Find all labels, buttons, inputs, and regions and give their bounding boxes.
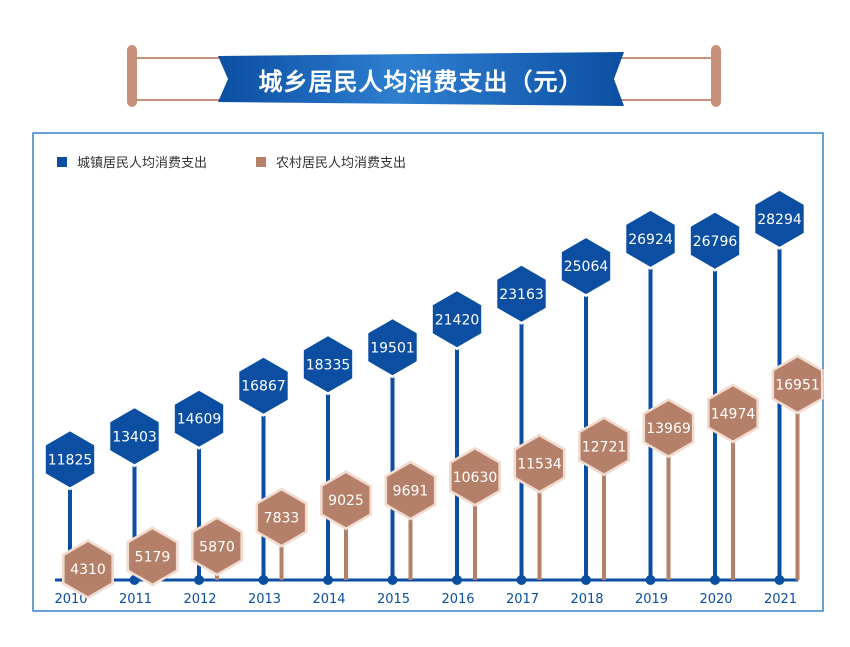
- x-tick-label: 2013: [248, 592, 281, 607]
- rural-value-label: 9691: [393, 484, 429, 500]
- axis-layer: 2010 2011 2012 2013 2014 2015 2016 2017 2018 2019…: [54, 575, 798, 607]
- rural-value-label: 11534: [517, 457, 562, 473]
- legend-label-rural: 农村居民人均消费支出: [276, 156, 407, 171]
- rural-value-label: 9025: [328, 493, 364, 509]
- rural-value-label: 5179: [135, 549, 171, 565]
- urban-hex-marker: [45, 431, 95, 488]
- x-tick-label: 2017: [506, 592, 539, 607]
- x-tick-label: 2016: [441, 592, 474, 607]
- legend-item-urban: 城镇居民人均消费支出: [57, 152, 207, 171]
- urban-hex-marker: [561, 238, 611, 295]
- urban-value-label: 23163: [499, 287, 544, 303]
- urban-value-label: 26796: [693, 234, 738, 250]
- rural-hex-marker: [322, 473, 370, 528]
- rural-value-label: 13969: [646, 421, 691, 437]
- urban-value-label: 19501: [370, 340, 415, 356]
- rural-hex-marker: [451, 449, 499, 504]
- rural-hex-marker: [580, 419, 628, 474]
- x-tick-label: 2020: [699, 592, 732, 607]
- rural-value-label: 10630: [453, 470, 498, 486]
- urban-value-label: 16867: [241, 379, 286, 395]
- x-tick-label: 2012: [183, 592, 216, 607]
- rural-value-label: 14974: [711, 406, 756, 422]
- chart-title: 城乡居民人均消费支出（元）: [258, 67, 584, 96]
- urban-hex-marker: [368, 319, 417, 376]
- urban-hex-marker: [239, 357, 288, 414]
- rural-value-label: 12721: [582, 439, 627, 455]
- urban-hex-marker: [755, 190, 804, 247]
- scroll-rod-right: [711, 45, 721, 107]
- x-tick-label: 2019: [635, 592, 668, 607]
- urban-value-label: 28294: [757, 212, 802, 228]
- urban-hex-marker: [690, 212, 740, 269]
- legend-item-rural: 农村居民人均消费支出: [256, 152, 406, 171]
- banner-ribbon: [218, 52, 624, 106]
- x-tick-label: 2011: [119, 592, 152, 607]
- x-tick-label: 2021: [764, 592, 797, 607]
- urban-hex-marker: [626, 210, 675, 267]
- rural-value-label: 5870: [199, 539, 235, 555]
- rural-value-label: 16951: [775, 378, 820, 394]
- x-tick-label: 2018: [570, 592, 603, 607]
- rural-hex-marker: [193, 519, 241, 574]
- urban-hex-marker: [174, 390, 224, 447]
- urban-hex-marker: [432, 291, 482, 348]
- urban-value-label: 11825: [48, 452, 93, 468]
- rural-hex-marker: [516, 436, 563, 491]
- legend-swatch-urban: [57, 156, 67, 167]
- rural-hex-marker: [258, 490, 305, 545]
- x-tick-label: 2015: [377, 592, 410, 607]
- rural-value-label: 7833: [264, 511, 300, 527]
- rural-hex-marker: [645, 401, 692, 456]
- urban-value-label: 26924: [628, 232, 673, 248]
- scroll-rod-left: [127, 45, 137, 107]
- urban-value-label: 25064: [564, 259, 609, 275]
- legend-swatch-rural: [256, 156, 266, 167]
- urban-value-label: 21420: [435, 312, 480, 328]
- x-tick-label: 2014: [312, 592, 345, 607]
- title-banner: [127, 45, 721, 107]
- rural-hex-marker: [64, 542, 112, 597]
- rural-hex-marker: [709, 386, 757, 441]
- rural-hex-marker: [129, 529, 176, 584]
- urban-hex-marker: [497, 265, 546, 322]
- urban-hex-marker: [110, 408, 159, 465]
- rural-value-label: 4310: [70, 562, 106, 578]
- urban-hex-marker: [303, 336, 353, 393]
- rural-hex-marker: [774, 357, 821, 412]
- urban-value-label: 14609: [177, 412, 222, 428]
- legend-label-urban: 城镇居民人均消费支出: [77, 156, 208, 171]
- marks-layer: 11825 4310 13403 5179 14609 5870 16867 7833 1833…: [43, 187, 824, 600]
- rural-hex-marker: [387, 463, 434, 518]
- urban-value-label: 18335: [306, 357, 351, 373]
- urban-value-label: 13403: [112, 429, 157, 445]
- x-tick-label: 2010: [54, 592, 87, 607]
